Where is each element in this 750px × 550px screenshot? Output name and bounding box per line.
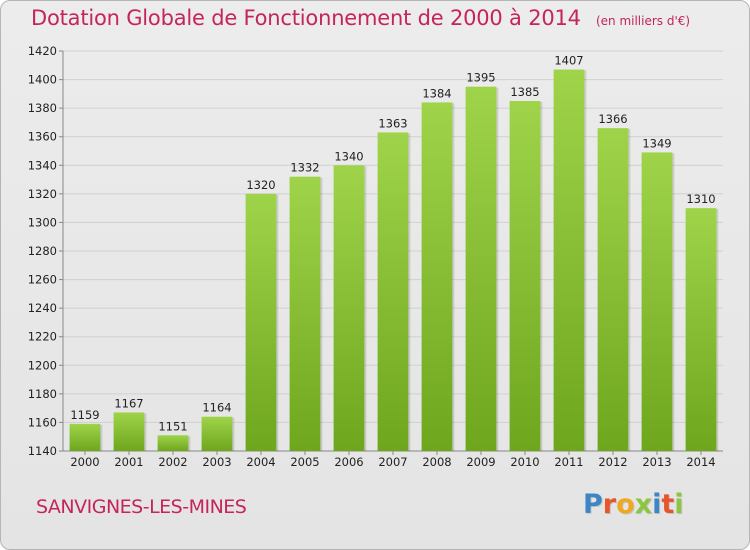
y-tick-label: 1420 bbox=[28, 44, 57, 58]
title-row: Dotation Globale de Fonctionnement de 20… bbox=[31, 6, 690, 30]
label-layer: 1159 1167 1151 1164 1320 1332 1340 1363 1384 1395… bbox=[70, 54, 715, 434]
bar-2013[interactable] bbox=[641, 152, 673, 451]
value-label-2010: 1385 bbox=[510, 85, 539, 99]
bar-2014[interactable] bbox=[685, 208, 717, 451]
y-tick-label: 1280 bbox=[28, 244, 57, 258]
value-label-2014: 1310 bbox=[686, 192, 715, 206]
x-tick-label-2001: 2001 bbox=[114, 455, 143, 469]
value-label-2012: 1366 bbox=[598, 112, 627, 126]
bar-2002[interactable] bbox=[157, 435, 189, 451]
y-tick-label: 1260 bbox=[28, 273, 57, 287]
bar-2008[interactable] bbox=[421, 102, 453, 451]
x-tick-label-2013: 2013 bbox=[642, 455, 671, 469]
bar-2010[interactable] bbox=[509, 101, 541, 451]
bar-2009[interactable] bbox=[465, 86, 497, 451]
bar-2005[interactable] bbox=[289, 176, 321, 451]
bar-2011[interactable] bbox=[553, 69, 585, 452]
bar-2007[interactable] bbox=[377, 132, 409, 451]
x-tick-label-2008: 2008 bbox=[422, 455, 451, 469]
y-tick-label: 1380 bbox=[28, 101, 57, 115]
value-label-2003: 1164 bbox=[202, 401, 231, 415]
y-tick-label: 1320 bbox=[28, 187, 57, 201]
y-tick-label: 1180 bbox=[28, 387, 57, 401]
bar-2012[interactable] bbox=[597, 128, 629, 451]
x-tick-label-2014: 2014 bbox=[686, 455, 715, 469]
value-label-2006: 1340 bbox=[334, 149, 363, 163]
value-label-2011: 1407 bbox=[554, 54, 583, 68]
y-tick-label: 1220 bbox=[28, 330, 57, 344]
logo-letter: i bbox=[674, 489, 684, 520]
bar-2003[interactable] bbox=[201, 416, 233, 451]
y-tick-label: 1200 bbox=[28, 358, 57, 372]
axis-layer: 1140 1160 1180 1200 1220 1240 1260 1280 1300 1320… bbox=[28, 44, 723, 469]
value-label-2000: 1159 bbox=[70, 408, 99, 422]
value-label-2005: 1332 bbox=[290, 161, 319, 175]
value-label-2007: 1363 bbox=[378, 116, 407, 130]
proxiti-logo[interactable]: Proxiti bbox=[583, 489, 684, 520]
x-tick-label-2011: 2011 bbox=[554, 455, 583, 469]
y-tick-label: 1140 bbox=[28, 444, 57, 458]
logo-letter: P bbox=[583, 489, 603, 520]
x-tick-label-2012: 2012 bbox=[598, 455, 627, 469]
logo-letter: x bbox=[634, 489, 653, 520]
value-label-2001: 1167 bbox=[114, 396, 143, 410]
chart-title: Dotation Globale de Fonctionnement de 20… bbox=[31, 6, 581, 30]
bar-2006[interactable] bbox=[333, 165, 365, 452]
chart-subtitle: (en milliers d'€) bbox=[595, 14, 691, 28]
x-tick-label-2005: 2005 bbox=[290, 455, 319, 469]
x-tick-label-2003: 2003 bbox=[202, 455, 231, 469]
value-label-2002: 1151 bbox=[158, 419, 187, 433]
y-tick-label: 1240 bbox=[28, 301, 57, 315]
logo-letter: t bbox=[661, 489, 675, 520]
y-tick-label: 1160 bbox=[28, 415, 57, 429]
y-tick-label: 1400 bbox=[28, 73, 57, 87]
y-tick-label: 1340 bbox=[28, 158, 57, 172]
value-label-2009: 1395 bbox=[466, 71, 495, 85]
x-tick-label-2010: 2010 bbox=[510, 455, 539, 469]
x-tick-label-2007: 2007 bbox=[378, 455, 407, 469]
value-label-2008: 1384 bbox=[422, 86, 451, 100]
x-tick-label-2000: 2000 bbox=[70, 455, 99, 469]
bar-layer bbox=[69, 69, 719, 452]
x-tick-label-2009: 2009 bbox=[466, 455, 495, 469]
y-tick-label: 1360 bbox=[28, 130, 57, 144]
bar-2004[interactable] bbox=[245, 193, 277, 451]
x-tick-label-2006: 2006 bbox=[334, 455, 363, 469]
logo-letter: r bbox=[602, 489, 617, 520]
bar-2001[interactable] bbox=[113, 412, 145, 451]
commune-name: SANVIGNES-LES-MINES bbox=[36, 496, 247, 518]
x-tick-label-2004: 2004 bbox=[246, 455, 275, 469]
value-label-2004: 1320 bbox=[246, 178, 275, 192]
x-tick-label-2002: 2002 bbox=[158, 455, 187, 469]
bar-2000[interactable] bbox=[69, 423, 101, 451]
logo-letter: i bbox=[652, 489, 662, 520]
logo-letter: o bbox=[616, 489, 635, 520]
y-tick-label: 1300 bbox=[28, 215, 57, 229]
value-label-2013: 1349 bbox=[642, 136, 671, 150]
